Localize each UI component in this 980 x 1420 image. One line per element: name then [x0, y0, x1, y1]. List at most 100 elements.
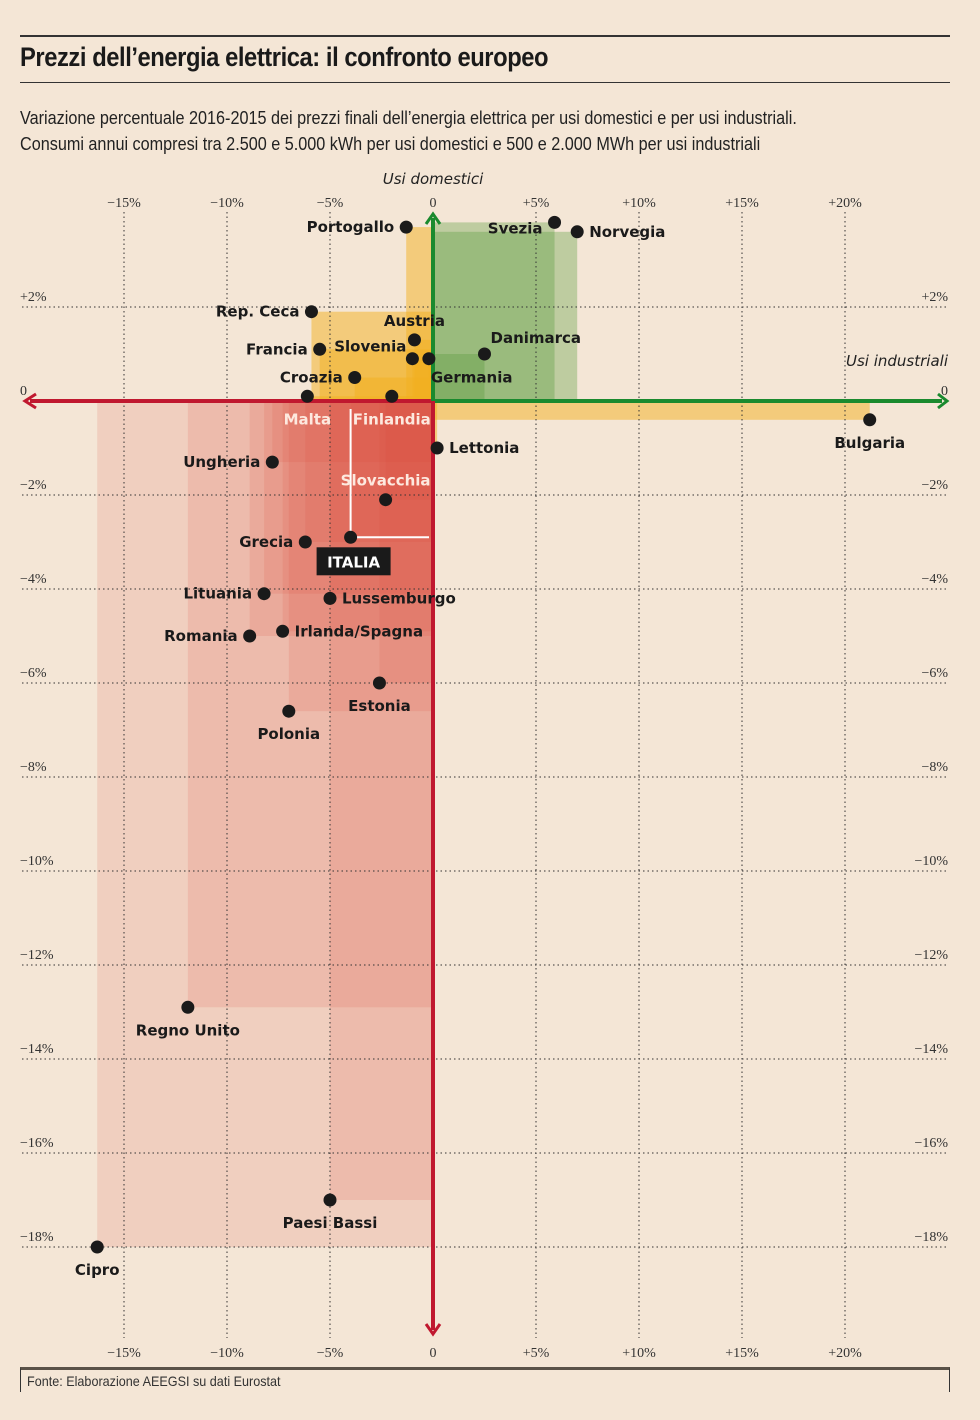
y-tick-label-left: −8%	[20, 760, 47, 775]
x-axis-title: Usi domestici	[383, 170, 484, 188]
x-tick-label-top: +15%	[725, 196, 759, 211]
area-svezia	[433, 222, 555, 401]
tick-labels: −15% −15% −10% −10% −5% −5% 0 0 +5% +5% +10% +10% +1…	[20, 170, 949, 1361]
x-tick-label-top: −15%	[107, 196, 141, 211]
point-austria	[407, 333, 421, 347]
x-tick-label-top: +20%	[828, 196, 862, 211]
x-tick-label-bottom: −15%	[107, 1346, 141, 1361]
area-regno-unito	[187, 401, 433, 1008]
area-finlandia	[391, 396, 433, 401]
arrow-up-icon	[424, 211, 442, 225]
source-note: Fonte: Elaborazione AEEGSI su dati Euros…	[27, 1373, 281, 1389]
point-regno-unito	[181, 1000, 195, 1014]
x-tick-label-bottom: +5%	[523, 1346, 550, 1361]
y-tick-label-left: +2%	[20, 290, 47, 305]
area-bulgaria	[433, 401, 870, 420]
label-romania: Romania	[164, 627, 238, 645]
label-ungheria: Ungheria	[183, 453, 260, 471]
label-croazia: Croazia	[280, 369, 343, 387]
area-slovacchia	[385, 401, 433, 500]
area-estonia	[379, 401, 433, 683]
point-slovenia	[405, 352, 419, 366]
subtitle-line-2: Consumi annui compresi tra 2.500 e 5.000…	[20, 134, 761, 154]
x-tick-label-top: −10%	[210, 196, 244, 211]
label-italia: ITALIA	[327, 553, 380, 571]
label-francia: Francia	[246, 340, 308, 358]
area-danimarca	[433, 354, 485, 401]
label-svezia: Svezia	[488, 219, 543, 237]
point-irlanda-spagna	[276, 624, 290, 638]
y-tick-label-right: −6%	[921, 666, 948, 681]
area-malta	[307, 396, 433, 401]
point-rep-ceca	[304, 305, 318, 319]
x-tick-label-bottom: −10%	[210, 1346, 244, 1361]
point-croazia	[348, 371, 362, 384]
y-tick-label-right: −16%	[914, 1136, 948, 1151]
subtitle-line-1: Variazione percentuale 2016-2015 dei pre…	[20, 108, 797, 128]
italia-label-box	[316, 547, 391, 576]
y-tick-label-left: −18%	[20, 1230, 54, 1245]
label-austria: Austria	[384, 312, 445, 330]
area-grecia	[305, 401, 433, 542]
label-malta: Malta	[284, 410, 331, 428]
data-points	[90, 215, 877, 1254]
x-tick-label-top: −5%	[317, 196, 344, 211]
x-tick-label-bottom: +20%	[828, 1346, 862, 1361]
point-lussemburgo	[323, 591, 337, 605]
label-estonia: Estonia	[348, 697, 411, 715]
label-grecia: Grecia	[239, 533, 293, 551]
x-tick-label-bottom: +15%	[725, 1346, 759, 1361]
point-lituania	[257, 587, 271, 601]
y-tick-label-right: −14%	[914, 1042, 948, 1057]
y-tick-label-right: −4%	[921, 572, 948, 587]
area-lettonia	[433, 401, 438, 448]
y-axis-title: Usi industriali	[846, 352, 949, 370]
label-norvegia: Norvegia	[589, 223, 665, 241]
point-danimarca	[478, 347, 491, 361]
point-svezia	[548, 215, 562, 229]
label-portogallo: Portogallo	[307, 218, 395, 236]
point-finlandia	[385, 389, 399, 403]
y-tick-label-left: −16%	[20, 1136, 54, 1151]
y-tick-label-left: −4%	[20, 572, 47, 587]
label-irlanda-spagna: Irlanda/Spagna	[295, 622, 423, 640]
point-lettonia	[430, 441, 444, 455]
point-ungheria	[265, 455, 279, 469]
y-tick-label-left: −10%	[20, 854, 54, 869]
label-finlandia: Finlandia	[353, 410, 431, 428]
y-tick-label-left: 0	[20, 384, 27, 399]
x-tick-label-bottom: −5%	[317, 1346, 344, 1361]
point-italia	[344, 530, 358, 544]
label-slovenia: Slovenia	[334, 338, 406, 356]
y-tick-label-left: −14%	[20, 1042, 54, 1057]
x-tick-label-bottom: +10%	[622, 1346, 656, 1361]
title-rule-top	[20, 35, 950, 37]
area-romania	[249, 401, 433, 636]
label-danimarca: Danimarca	[491, 329, 582, 347]
area-croazia	[354, 377, 433, 401]
area-cipro	[97, 401, 433, 1247]
y-tick-label-right: −8%	[921, 760, 948, 775]
y-tick-label-left: −6%	[20, 666, 47, 681]
area-norvegia	[433, 231, 578, 401]
area-italia	[350, 401, 433, 538]
label-polonia: Polonia	[257, 725, 320, 743]
x-tick-label-top: +5%	[523, 196, 550, 211]
footer: Fonte: Elaborazione AEEGSI su dati Euros…	[20, 1367, 950, 1392]
y-tick-label-right: −12%	[914, 948, 948, 963]
arrow-down-icon	[424, 1323, 442, 1337]
label-paesi-bassi: Paesi Bassi	[283, 1214, 378, 1232]
y-tick-label-right: +2%	[921, 290, 948, 305]
y-tick-label-left: −12%	[20, 948, 54, 963]
label-lituania: Lituania	[183, 585, 252, 603]
y-tick-label-right: 0	[941, 384, 948, 399]
point-malta	[300, 389, 314, 403]
title-rule-bottom	[20, 82, 950, 83]
point-norvegia	[570, 225, 584, 239]
y-tick-label-right: −18%	[914, 1230, 948, 1245]
label-regno-unito: Regno Unito	[136, 1021, 240, 1039]
label-rep-ceca: Rep. Ceca	[216, 303, 300, 321]
point-francia	[313, 342, 327, 356]
area-irlanda-spagna	[282, 401, 433, 632]
